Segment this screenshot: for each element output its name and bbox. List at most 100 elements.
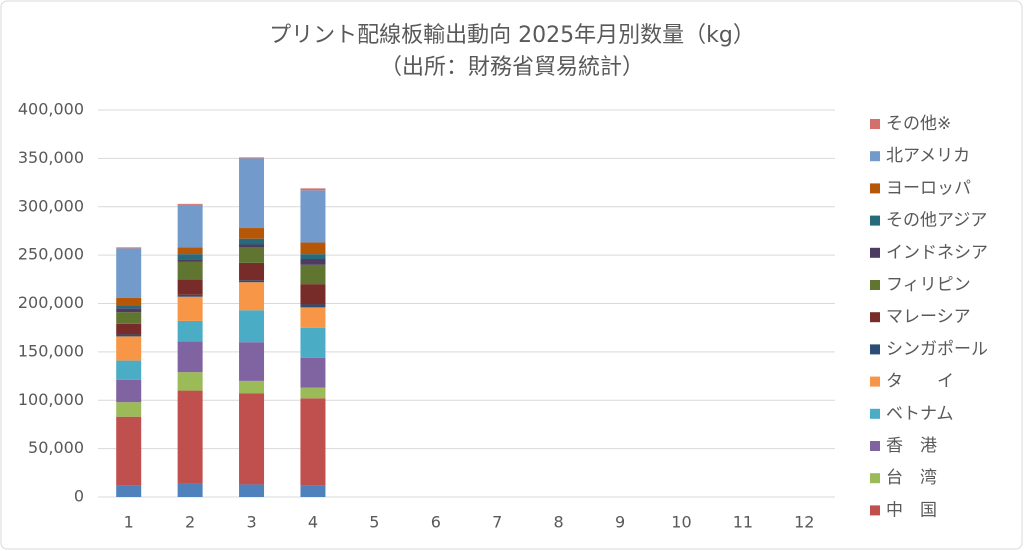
legend-label: 香 港 <box>886 436 937 456</box>
bar-segment <box>300 190 326 243</box>
bar-segment <box>300 284 326 305</box>
legend-label: その他※ <box>886 114 951 134</box>
bar-segment <box>177 320 203 342</box>
legend-label: シンガポール <box>886 339 988 359</box>
bar-segment <box>177 390 203 484</box>
bar-segment <box>239 484 265 497</box>
bar-segment <box>177 294 203 297</box>
bar-segment <box>116 323 142 335</box>
x-tick-label: 5 <box>369 513 379 532</box>
y-tick-label: 350,000 <box>18 148 84 167</box>
bar-segment <box>239 238 265 245</box>
bar-segment <box>116 485 142 497</box>
legend-label: フィリピン <box>886 275 971 295</box>
bar-segment <box>300 387 326 399</box>
x-tick-label: 3 <box>246 513 256 532</box>
legend-swatch <box>870 151 880 162</box>
legend-swatch <box>870 344 880 355</box>
bar-segment <box>239 280 265 283</box>
y-tick-label: 400,000 <box>18 100 84 119</box>
bar-segment <box>300 485 326 497</box>
bar-segment <box>116 416 142 486</box>
x-tick-label: 9 <box>615 513 625 532</box>
bar-segment <box>300 307 326 328</box>
bar-segment <box>116 248 142 298</box>
legend-swatch <box>870 441 880 451</box>
bar-segment <box>177 203 203 205</box>
legend-label: インドネシア <box>886 243 988 263</box>
legend-swatch <box>870 183 880 194</box>
y-tick-label: 150,000 <box>18 341 84 360</box>
bar-segment <box>300 398 326 486</box>
bar-segment <box>177 254 203 260</box>
bar-segment <box>177 483 203 497</box>
bar-segment <box>239 282 265 311</box>
bar-segment <box>177 247 203 255</box>
bar-segment <box>177 341 203 373</box>
bar-segment <box>116 379 142 403</box>
bar-segment <box>300 327 326 358</box>
x-tick-label: 1 <box>124 513 134 532</box>
legend-swatch <box>870 215 880 226</box>
bar-segment <box>300 357 326 388</box>
y-tick-label: 0 <box>74 487 84 506</box>
legend-label: マレーシア <box>886 307 971 327</box>
chart-subtitle: （出所：財務省貿易統計） <box>380 55 644 80</box>
legend-label: ヨーロッパ <box>886 178 971 198</box>
bar-segment <box>177 259 203 262</box>
bar-segment <box>239 228 265 239</box>
legend-label: 台 湾 <box>886 468 937 488</box>
x-tick-label: 8 <box>554 513 564 532</box>
bar-segment <box>239 310 265 343</box>
bar-segment <box>116 297 142 306</box>
legend-swatch <box>870 473 880 484</box>
bar-segment <box>300 242 326 255</box>
x-tick-label: 11 <box>733 513 753 532</box>
legend-label: タ イ <box>886 372 954 392</box>
x-tick-label: 12 <box>794 513 814 532</box>
bar-segment <box>300 304 326 308</box>
bar-segment <box>116 360 142 380</box>
legend-swatch <box>870 505 880 516</box>
x-tick-label: 4 <box>308 513 318 532</box>
bar-segment <box>300 258 326 265</box>
bar-segment <box>239 262 265 281</box>
y-tick-label: 250,000 <box>18 245 84 264</box>
legend-label: 北アメリカ <box>886 146 970 166</box>
y-tick-label: 100,000 <box>18 390 84 409</box>
legend-swatch <box>870 408 880 419</box>
bar-segment <box>239 380 265 394</box>
x-tick-label: 2 <box>185 513 195 532</box>
bar-segment <box>116 336 142 361</box>
y-tick-label: 200,000 <box>18 293 84 312</box>
bar-segment <box>239 157 265 159</box>
legend-swatch <box>870 119 880 129</box>
bar-segment <box>300 264 326 285</box>
bar-segment <box>116 305 142 309</box>
bar-segment <box>239 247 265 263</box>
legend-swatch <box>870 312 880 323</box>
bar-segment <box>177 204 203 248</box>
bar-segment <box>177 372 203 391</box>
bar-segment <box>239 342 265 381</box>
bar-segment <box>300 254 326 259</box>
bar-segment <box>116 334 142 337</box>
bar-segment <box>116 247 142 249</box>
bar-segment <box>177 296 203 321</box>
y-tick-label: 50,000 <box>28 438 84 457</box>
chart-title: プリント配線板輸出動向 2025年月別数量（kg） <box>269 23 755 48</box>
bar-segment <box>177 261 203 280</box>
bar-segment <box>239 244 265 248</box>
legend-label: ベトナム <box>886 404 954 424</box>
x-tick-label: 10 <box>671 513 691 532</box>
legend-swatch <box>870 247 880 258</box>
legend-swatch <box>870 280 880 290</box>
bar-segment <box>239 158 265 229</box>
y-tick-label: 300,000 <box>18 196 84 215</box>
legend-swatch <box>870 376 880 387</box>
x-tick-label: 7 <box>492 513 502 532</box>
bar-segment <box>177 279 203 295</box>
x-tick-label: 6 <box>431 513 441 532</box>
